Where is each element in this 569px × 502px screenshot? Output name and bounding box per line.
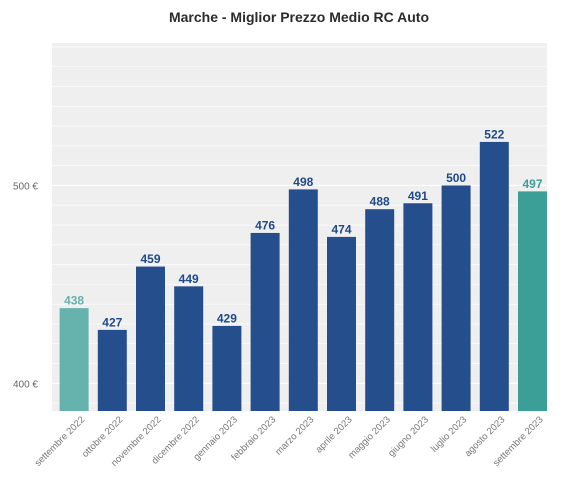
- bar-value-label: 498: [293, 175, 313, 189]
- bar: [136, 266, 165, 411]
- data-labels: 438 427 459 449 429 476 498 474 488 491 500 522 497: [64, 127, 543, 329]
- chart-title: Marche - Miglior Prezzo Medio RC Auto: [169, 9, 429, 25]
- bar: [174, 286, 204, 411]
- bar: [327, 236, 356, 411]
- bar: [288, 189, 318, 411]
- bar-value-label: 488: [370, 195, 390, 209]
- bar: [518, 191, 547, 411]
- bar-value-label: 459: [140, 252, 160, 266]
- bar-value-label: 497: [522, 177, 542, 191]
- y-tick-label: 500 €: [13, 181, 38, 192]
- bar-value-label: 427: [102, 315, 122, 329]
- x-tick-label: aprile 2023: [314, 414, 355, 455]
- bars: [59, 141, 547, 411]
- x-tick-label: luglio 2023: [429, 414, 469, 454]
- y-axis: 400 € 500 €: [13, 181, 38, 390]
- bar: [97, 329, 127, 411]
- x-tick-label: settembre 2022: [33, 414, 87, 468]
- y-tick-label: 400 €: [13, 379, 38, 390]
- bar-value-label: 438: [64, 294, 84, 308]
- bar: [479, 141, 509, 411]
- bar-value-label: 491: [408, 189, 428, 203]
- x-tick-label: marzo 2023: [273, 414, 316, 457]
- bar: [441, 185, 471, 411]
- bar-value-label: 449: [179, 272, 199, 286]
- bar-value-label: 476: [255, 218, 275, 232]
- bar: [365, 209, 395, 411]
- bar: [59, 308, 89, 411]
- bar: [403, 203, 433, 411]
- bar-value-label: 474: [331, 222, 351, 236]
- x-tick-label: giugno 2023: [386, 414, 431, 459]
- bar: [212, 325, 242, 411]
- bar-value-label: 500: [446, 171, 466, 185]
- bar-value-label: 522: [484, 127, 504, 141]
- bar-value-label: 429: [217, 311, 237, 325]
- bar: [250, 232, 280, 411]
